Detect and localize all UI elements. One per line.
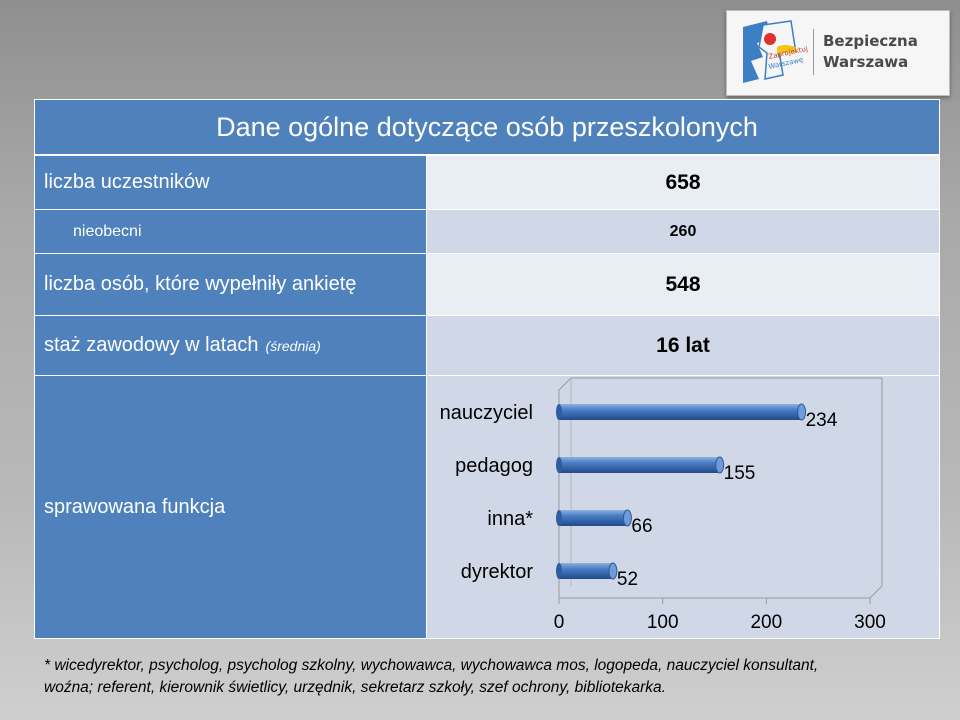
bar [559,510,628,526]
table-row-seniority: staż zawodowy w latach (średnia) 16 lat [35,316,939,376]
row-label: sprawowana funkcja [35,376,427,638]
table-row-absent: nieobecni 260 [35,210,939,254]
floor-edge [869,585,883,599]
footnote-line-2: woźna; referent, kierownik świetlicy, ur… [44,679,666,696]
bar-cap-end [622,509,632,527]
row-value: 548 [427,254,939,315]
row-label: liczba osób, które wypełniły ankietę [35,254,427,315]
data-label: 155 [724,463,756,484]
bar-cap-end [608,562,618,580]
row-label-note: (średnia) [265,337,321,354]
table-row-survey: liczba osób, które wypełniły ankietę 548 [35,254,939,316]
bar-cap-start [556,563,562,579]
city-logo-icon: Zaprojektuj Warszawę [743,20,809,83]
category-label: dyrektor [461,561,534,583]
row-label: staż zawodowy w latach (średnia) [35,316,427,375]
bar-cap-start [556,404,562,420]
function-chart: 0 100 200 300 nauczyciel 234 pedagog 155 inna* 66… [427,376,939,638]
data-label: 234 [806,410,838,431]
x-tick-label: 200 [750,612,782,633]
bar-cap-start [556,457,562,473]
table-title: Dane ogólne dotyczące osób przeszkolonyc… [35,100,939,156]
x-tick-label: 100 [647,612,679,633]
bar-cap-end [797,403,807,421]
row-value: 260 [427,210,939,253]
category-label: nauczyciel [440,402,533,424]
data-label: 66 [631,516,652,537]
row-label: liczba uczestników [35,156,427,209]
category-label: pedagog [455,455,533,477]
x-tick-label: 300 [854,612,886,633]
bezpieczna-warszawa-logo: Zaprojektuj Warszawę Bezpieczna Warszawa [726,10,950,96]
summary-table: Dane ogólne dotyczące osób przeszkolonyc… [34,99,940,639]
table-row-participants: liczba uczestników 658 [35,156,939,210]
bar-cap-end [715,456,725,474]
row-label: nieobecni [35,210,427,253]
x-tick-label: 0 [554,612,565,633]
row-label-text: staż zawodowy w latach [44,334,259,356]
table-row-function: sprawowana funkcja 0 100 200 300 nauczyciel 2… [35,376,939,638]
category-label: inna* [487,508,533,530]
function-bar-chart: 0 100 200 300 nauczyciel 234 pedagog 155 inna* 66… [440,377,886,633]
footnote: * wicedyrektor, psycholog, psycholog szk… [44,655,944,699]
row-value: 658 [427,156,939,209]
footnote-line-1: * wicedyrektor, psycholog, psycholog szk… [44,657,819,674]
row-value: 16 lat [427,316,939,375]
logo-wordmark: Bezpieczna Warszawa [823,31,918,73]
bar [559,563,613,579]
bar [559,457,720,473]
logo-divider [813,29,814,75]
data-label: 52 [617,569,638,590]
logo-line-1: Bezpieczna [823,32,918,50]
bar [559,404,802,420]
bar-cap-start [556,510,562,526]
logo-line-2: Warszawa [823,53,909,71]
chart-back-wall [558,377,882,598]
